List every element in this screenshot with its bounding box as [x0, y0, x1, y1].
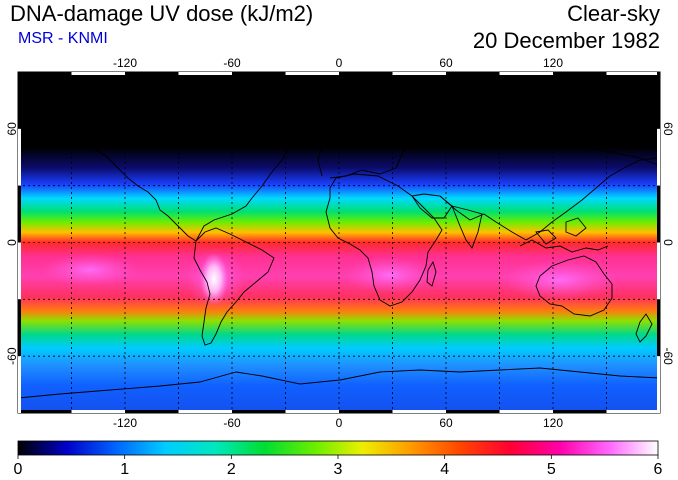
frame-tick-top — [71, 72, 125, 75]
latitude-labels-right: 60 0 -60 — [661, 122, 675, 365]
frame-tick-bottom — [392, 410, 446, 413]
longitude-label: -60 — [223, 416, 241, 430]
coast-arabia — [411, 193, 453, 219]
sky-condition: Clear-sky — [567, 1, 660, 26]
frame-tick-top — [285, 72, 339, 75]
frame-tick-top — [553, 72, 607, 75]
coast-central-america — [127, 177, 253, 242]
frame-tick-top — [392, 72, 446, 75]
colorbar-label: 2 — [227, 461, 236, 478]
latitude-label: 0 — [5, 239, 19, 246]
colorbar-strip — [17, 440, 659, 456]
colorbar-label: 5 — [547, 461, 556, 478]
source-label: MSR - KNMI — [18, 30, 108, 47]
colorbar: 0 1 2 3 4 5 6 — [14, 440, 663, 478]
coastlines — [18, 123, 660, 399]
longitude-label: -60 — [223, 56, 241, 70]
frame-tick-bottom — [178, 410, 232, 413]
longitude-label: 0 — [336, 56, 343, 70]
frame-tick-top — [18, 72, 72, 75]
coast-new-zealand — [635, 313, 653, 343]
latitude-label: -60 — [5, 347, 19, 365]
coast-south-america — [193, 227, 275, 346]
coast-europe — [317, 123, 405, 179]
uv-hotspots — [40, 248, 620, 308]
frame-tick-right — [657, 242, 660, 300]
frame-tick-top — [606, 72, 660, 75]
frame-tick-left — [18, 299, 21, 357]
map-title: DNA-damage UV dose (kJ/m2) — [10, 1, 314, 26]
longitude-label: -120 — [113, 416, 137, 430]
frame-tick-left — [18, 72, 21, 129]
frame-tick-left — [18, 242, 21, 300]
colorbar-label: 4 — [440, 461, 449, 478]
frame-tick-bars — [18, 72, 660, 413]
frame-tick-right — [657, 356, 660, 413]
map-date: 20 December 1982 — [472, 28, 660, 53]
coast-asia — [403, 135, 660, 241]
coast-antarctica — [18, 367, 660, 399]
longitude-label: 120 — [543, 56, 563, 70]
longitude-label: 120 — [543, 416, 563, 430]
coast-africa — [325, 173, 443, 307]
longitude-label: 0 — [336, 416, 343, 430]
map-panel: -120 -60 0 60 120 -120 -60 0 60 120 60 0 -60 60 0 -6… — [5, 56, 675, 430]
colorbar-label: 0 — [14, 461, 23, 478]
latitude-label: 0 — [661, 239, 675, 246]
frame-tick-left — [18, 356, 21, 413]
hotspot-pacific — [40, 254, 140, 286]
colorbar-label: 1 — [120, 461, 129, 478]
frame-tick-bottom — [125, 410, 179, 413]
frame-tick-bottom — [339, 410, 393, 413]
coast-indonesia — [519, 217, 609, 253]
coast-australia — [535, 255, 613, 317]
hotspot-australia — [500, 260, 620, 300]
latitude-label: 60 — [661, 122, 675, 136]
frame-tick-top — [125, 72, 179, 75]
colorbar-label: 3 — [334, 461, 343, 478]
frame-tick-left — [18, 128, 21, 186]
frame-tick-bottom — [285, 410, 339, 413]
longitude-label: 60 — [439, 56, 453, 70]
longitude-labels-bottom: -120 -60 0 60 120 — [113, 416, 563, 430]
latitude-label: 60 — [5, 122, 19, 136]
frame-tick-top — [178, 72, 232, 75]
longitude-labels-top: -120 -60 0 60 120 — [113, 56, 563, 70]
frame-tick-bottom — [18, 410, 72, 413]
hotspot-africa — [344, 257, 436, 293]
frame-tick-right — [657, 72, 660, 129]
frame-tick-bottom — [499, 410, 553, 413]
frame-tick-top — [232, 72, 286, 75]
frame-tick-bottom — [71, 410, 125, 413]
coast-madagascar — [426, 260, 437, 287]
hotspot-andes — [200, 253, 228, 305]
frame-tick-right — [657, 185, 660, 243]
colorbar-labels: 0 1 2 3 4 5 6 — [14, 455, 663, 478]
frame-tick-right — [657, 299, 660, 357]
frame-tick-top — [339, 72, 393, 75]
longitude-label: -120 — [113, 56, 137, 70]
frame-tick-top — [499, 72, 553, 75]
frame-tick-bottom — [446, 410, 500, 413]
frame-tick-left — [18, 185, 21, 243]
colorbar-label: 6 — [654, 461, 663, 478]
coast-india — [451, 205, 483, 249]
frame-tick-bottom — [553, 410, 607, 413]
coast-north-america — [79, 127, 299, 199]
frame-tick-bottom — [232, 410, 286, 413]
frame-tick-right — [657, 128, 660, 186]
longitude-label: 60 — [439, 416, 453, 430]
frame-tick-top — [446, 72, 500, 75]
latitude-label: -60 — [661, 347, 675, 365]
graticule — [18, 72, 660, 413]
latitude-labels-left: 60 0 -60 — [5, 122, 19, 365]
frame-tick-bottom — [606, 410, 660, 413]
